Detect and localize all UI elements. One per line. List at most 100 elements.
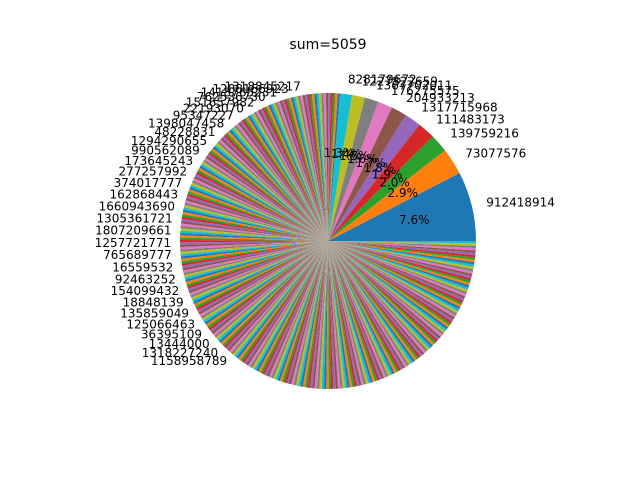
pie-slice xyxy=(238,241,328,361)
percent-label: 1.3% xyxy=(324,146,355,160)
pie-slice xyxy=(227,241,328,352)
pie-slice xyxy=(183,204,328,241)
pie-slice xyxy=(328,241,336,389)
pie-slice xyxy=(238,122,328,241)
pie-slice xyxy=(193,176,328,241)
pie-slice xyxy=(180,223,328,241)
minor-slice-label: 13444000 xyxy=(149,337,210,351)
pie-slice xyxy=(224,241,328,349)
pie-slice xyxy=(328,241,476,253)
pie-slice xyxy=(266,105,328,242)
pie-slice xyxy=(328,241,380,381)
minor-slice-label: 374017777 xyxy=(114,176,183,190)
minor-slice-label: 95347227 xyxy=(173,109,234,123)
pie-slice xyxy=(328,150,460,241)
slice-label: 1367702011 xyxy=(376,78,452,92)
pie-slice xyxy=(328,241,389,378)
pie-slice xyxy=(328,241,414,364)
pie-slice xyxy=(328,241,441,339)
pie-slice xyxy=(328,241,357,387)
pie-slice xyxy=(288,241,328,385)
pie-slice xyxy=(328,241,443,337)
pie-slice xyxy=(328,241,404,370)
percent-labels: 7.6% 2.9%2.0%1.9%1.8%1.7%1.6%1.5%1.4%1.3% xyxy=(324,146,430,227)
pie-slice xyxy=(252,241,328,370)
pie-slice xyxy=(328,241,476,258)
percent-label: 1.9% xyxy=(372,168,403,182)
pie-slice xyxy=(328,241,476,260)
pie-slice xyxy=(247,115,328,241)
pie-slice xyxy=(328,241,435,346)
pie-slice xyxy=(236,241,328,359)
percent-label: 1.4% xyxy=(331,147,362,161)
pie-slice xyxy=(256,241,328,372)
pie-slice xyxy=(198,241,328,315)
pie-slice xyxy=(275,241,328,381)
pie-slice xyxy=(328,101,392,241)
pie-slice xyxy=(328,241,402,371)
pie-slice xyxy=(328,241,470,286)
minor-slice-label: 36395109 xyxy=(141,327,202,341)
minor-slice-label: 1305361721 xyxy=(96,211,172,225)
pie-slice xyxy=(212,241,328,336)
pie-slice xyxy=(180,241,328,250)
pie-slice xyxy=(188,241,328,294)
pie-slice xyxy=(275,101,328,242)
pie-slice xyxy=(305,241,328,388)
minor-slice-label: 151657982 xyxy=(186,95,255,109)
pie-slice xyxy=(201,161,328,241)
pie-slice xyxy=(182,209,328,241)
pie-slice xyxy=(323,241,328,389)
pie-slice xyxy=(328,241,449,330)
pie-slice xyxy=(328,241,473,277)
pie-slice xyxy=(203,159,328,241)
pie-slice xyxy=(255,110,328,241)
pie-slice xyxy=(328,241,341,389)
pie-slice xyxy=(286,98,328,241)
minor-slice-label: 16559532 xyxy=(112,260,173,274)
pie-slice xyxy=(328,241,464,303)
pie-slice xyxy=(270,103,328,242)
pie-slice xyxy=(272,102,328,241)
percent-label: 2.9% xyxy=(388,186,419,200)
pie-slice xyxy=(182,211,328,241)
pie-slice xyxy=(184,202,328,241)
pie-slice xyxy=(281,99,328,241)
pie-slice xyxy=(328,241,438,342)
pie-slice xyxy=(328,241,367,385)
pie-slice xyxy=(187,241,328,289)
pie-slice xyxy=(319,241,328,389)
pie-slice xyxy=(207,241,328,329)
pie-slice xyxy=(271,241,328,379)
pie-slice xyxy=(197,169,328,241)
minor-slice-label: 173645243 xyxy=(124,154,193,168)
minor-slice-label: 1398047458 xyxy=(148,116,224,130)
pie-slice xyxy=(229,241,328,353)
pie-slice xyxy=(328,93,353,242)
pie-slice xyxy=(260,241,328,374)
pie-slice xyxy=(328,241,467,295)
pie-slice xyxy=(328,241,387,378)
pie-slice xyxy=(222,241,328,347)
slice-label: 828179672 xyxy=(348,72,417,86)
chart-title: sum=5059 xyxy=(289,37,366,53)
pie-slice xyxy=(328,241,475,263)
pie-slice xyxy=(211,148,328,241)
pie-slice xyxy=(249,114,328,241)
pie-slice xyxy=(220,137,328,241)
pie-slice xyxy=(328,241,469,290)
pie-slice xyxy=(328,241,470,288)
pie-slice xyxy=(328,241,474,270)
pie-slice xyxy=(279,241,328,382)
pie-slice xyxy=(286,241,328,384)
pie-slice xyxy=(186,241,328,287)
pie-slice xyxy=(180,228,328,241)
pie-slice xyxy=(328,241,476,256)
pie-slice xyxy=(266,241,328,377)
pie-slice xyxy=(202,241,328,321)
pie-slice xyxy=(218,139,328,241)
pie-slice xyxy=(328,241,475,265)
pie-slice xyxy=(225,241,328,350)
pie-slice xyxy=(234,124,328,241)
pie-slice xyxy=(200,163,328,241)
